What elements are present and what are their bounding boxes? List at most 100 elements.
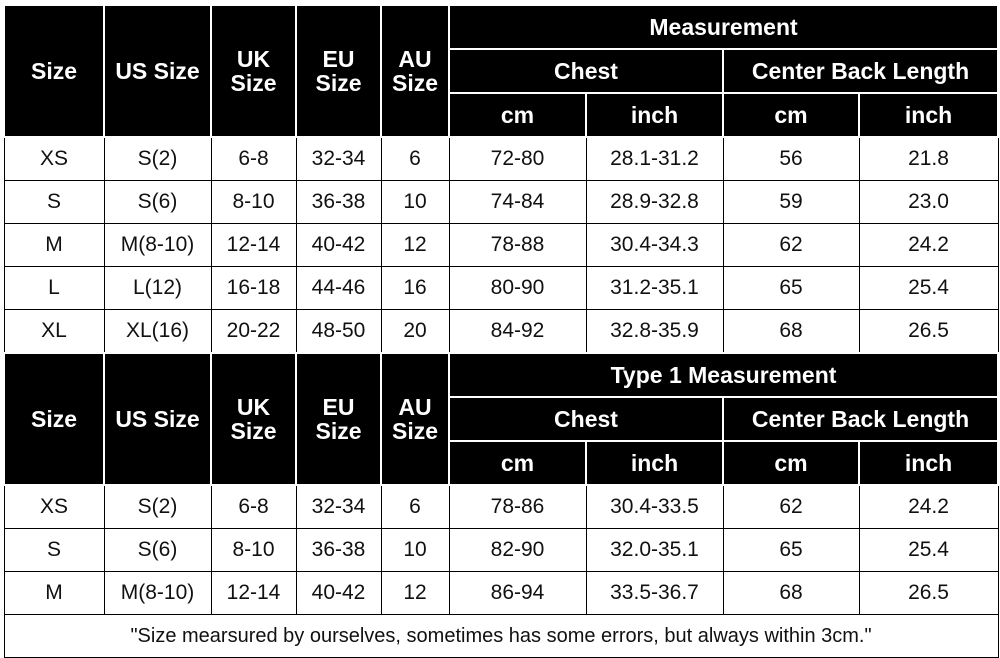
data-cell: 26.5 [858, 571, 999, 615]
header-cell: US Size [103, 352, 212, 486]
data-cell: XS [3, 484, 105, 529]
data-cell: 30.4-33.5 [585, 484, 724, 529]
data-cell: 44-46 [295, 266, 382, 310]
row: S S(6) 8-10 36-38 10 82-90 32.0-35.1 65 25.4 [3, 528, 999, 572]
header-cell: US Size [103, 4, 212, 138]
data-cell: 59 [722, 180, 860, 224]
data-cell: 32.8-35.9 [585, 309, 724, 354]
unit-header: cm [722, 440, 860, 486]
data-cell: 36-38 [295, 528, 382, 572]
data-cell: 8-10 [210, 528, 297, 572]
data-cell: M [3, 571, 105, 615]
data-cell: 62 [722, 223, 860, 267]
data-cell: 6-8 [210, 136, 297, 181]
data-cell: M [3, 223, 105, 267]
data-cell: 12 [380, 571, 450, 615]
data-cell: S(6) [103, 180, 212, 224]
data-cell: 6-8 [210, 484, 297, 529]
data-cell: XL [3, 309, 105, 354]
data-cell: 28.1-31.2 [585, 136, 724, 181]
data-cell: 12-14 [210, 571, 297, 615]
data-cell: 86-94 [448, 571, 587, 615]
data-cell: 16 [380, 266, 450, 310]
group-header: Measurement [447, 4, 1000, 50]
data-cell: 62 [722, 484, 860, 529]
row: XL XL(16) 20-22 48-50 20 84-92 32.8-35.9 68 26.5 [3, 309, 999, 354]
row: cm inch cm inch [4, 92, 1000, 138]
data-cell: 16-18 [210, 266, 297, 310]
header-cell: UK Size [210, 352, 297, 486]
data-cell: 74-84 [448, 180, 587, 224]
data-cell: S(2) [103, 484, 212, 529]
header-cell: UK Size [210, 4, 297, 138]
data-cell: 40-42 [295, 571, 382, 615]
data-cell: L(12) [103, 266, 212, 310]
data-cell: 6 [380, 484, 450, 529]
row: Chest Center Back Length [4, 48, 1000, 94]
data-cell: 36-38 [295, 180, 382, 224]
row: XS S(2) 6-8 32-34 6 72-80 28.1-31.2 56 21.8 [3, 136, 999, 181]
unit-header: cm [448, 440, 587, 486]
chest-header: Chest [448, 48, 724, 94]
data-cell: 12 [380, 223, 450, 267]
chest-header: Chest [448, 396, 724, 442]
row: Size US Size UK Size EU Size AU Size Measurem… [3, 4, 1000, 138]
data-cell: S(2) [103, 136, 212, 181]
data-cell: 6 [380, 136, 450, 181]
header-cell: Size [3, 352, 105, 486]
data-cell: M(8-10) [103, 223, 212, 267]
length-header: Center Back Length [721, 48, 1000, 94]
data-cell: 24.2 [858, 223, 999, 267]
row: M M(8-10) 12-14 40-42 12 86-94 33.5-36.7 68 26.5 [3, 571, 999, 615]
data-cell: 12-14 [210, 223, 297, 267]
data-cell: 68 [722, 309, 860, 354]
data-cell: 32.0-35.1 [585, 528, 724, 572]
data-cell: 65 [722, 528, 860, 572]
row: XS S(2) 6-8 32-34 6 78-86 30.4-33.5 62 24.2 [3, 484, 999, 529]
data-cell: 68 [722, 571, 860, 615]
data-cell: XS [3, 136, 105, 181]
data-cell: 82-90 [448, 528, 587, 572]
unit-header: inch [585, 92, 724, 138]
data-cell: 21.8 [858, 136, 999, 181]
data-cell: M(8-10) [103, 571, 212, 615]
unit-header: cm [722, 92, 860, 138]
data-cell: 32-34 [295, 136, 382, 181]
header-cell: EU Size [295, 4, 382, 138]
data-cell: S [3, 528, 105, 572]
data-cell: 20-22 [210, 309, 297, 354]
data-cell: 25.4 [858, 528, 999, 572]
note: "Size mearsured by ourselves, sometimes … [3, 614, 999, 658]
data-cell: 23.0 [858, 180, 999, 224]
row: cm inch cm inch [4, 440, 1000, 486]
data-cell: 78-86 [448, 484, 587, 529]
unit-header: inch [857, 440, 1000, 486]
data-cell: 30.4-34.3 [585, 223, 724, 267]
data-cell: XL(16) [103, 309, 212, 354]
data-cell: 40-42 [295, 223, 382, 267]
data-cell: 24.2 [858, 484, 999, 529]
row: S S(6) 8-10 36-38 10 74-84 28.9-32.8 59 23.0 [3, 180, 999, 224]
data-cell: 10 [380, 180, 450, 224]
data-cell: L [3, 266, 105, 310]
unit-header: cm [448, 92, 587, 138]
data-cell: 78-88 [448, 223, 587, 267]
header-cell: AU Size [380, 4, 450, 138]
data-cell: 84-92 [448, 309, 587, 354]
data-cell: 26.5 [858, 309, 999, 354]
data-cell: 32-34 [295, 484, 382, 529]
group-header: Type 1 Measurement [447, 352, 1000, 398]
data-cell: 25.4 [858, 266, 999, 310]
size-chart: Size US Size UK Size EU Size AU Size Measurem… [3, 4, 1000, 658]
data-cell: 10 [380, 528, 450, 572]
row: M M(8-10) 12-14 40-42 12 78-88 30.4-34.3 62 24.2 [3, 223, 999, 267]
unit-header: inch [857, 92, 1000, 138]
data-cell: 20 [380, 309, 450, 354]
row: Size US Size UK Size EU Size AU Size Type 1 M… [3, 352, 1000, 486]
length-header: Center Back Length [721, 396, 1000, 442]
data-cell: 28.9-32.8 [585, 180, 724, 224]
data-cell: 56 [722, 136, 860, 181]
row: L L(12) 16-18 44-46 16 80-90 31.2-35.1 65 25.4 [3, 266, 999, 310]
data-cell: S(6) [103, 528, 212, 572]
